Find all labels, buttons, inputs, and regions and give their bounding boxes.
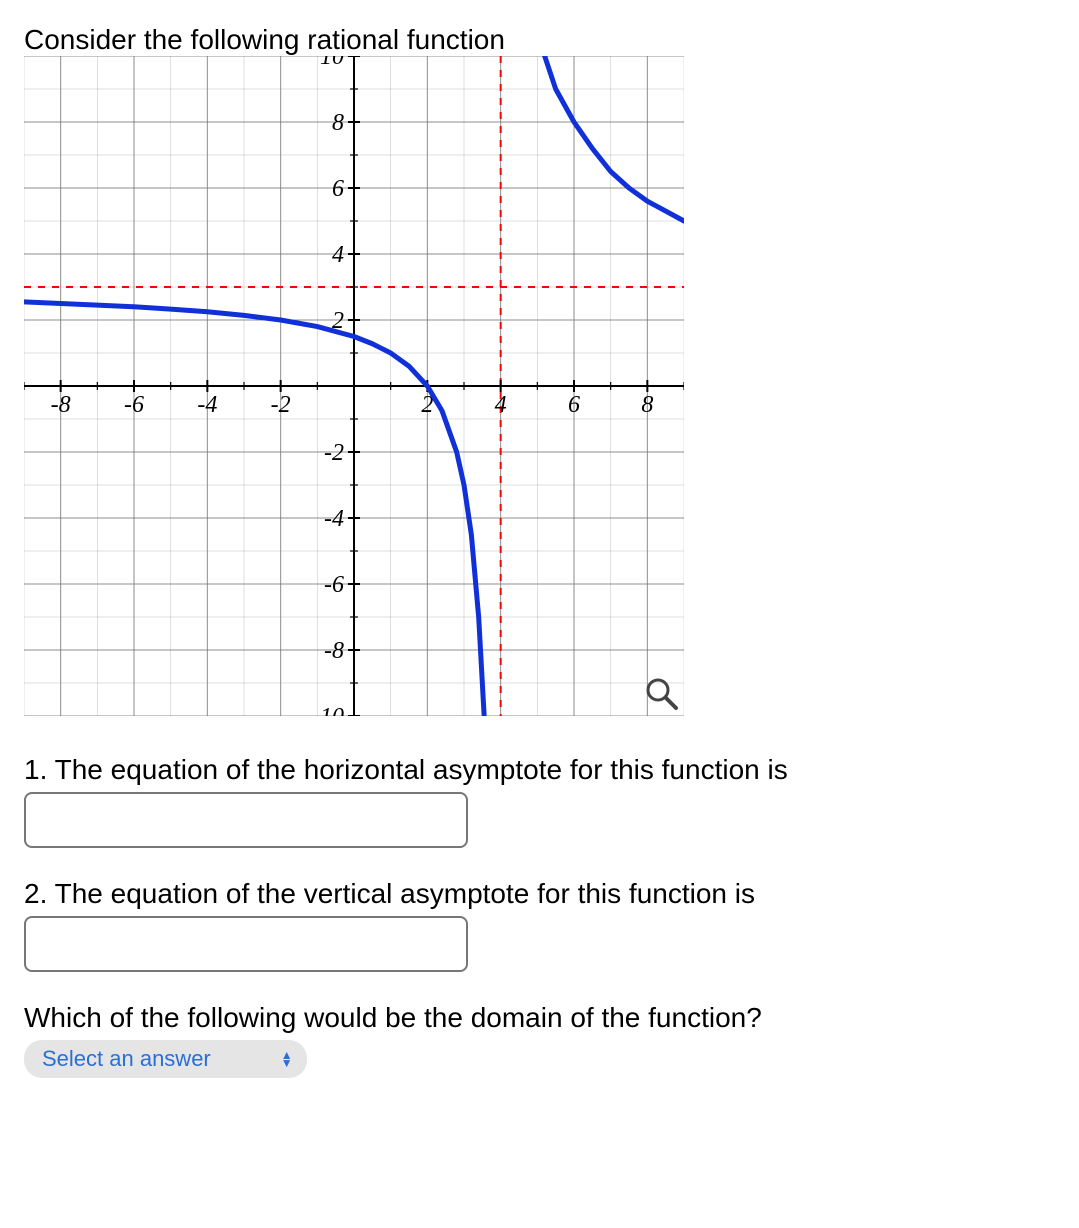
svg-text:6: 6 bbox=[568, 392, 580, 418]
svg-text:-4: -4 bbox=[197, 392, 217, 418]
svg-text:4: 4 bbox=[495, 392, 507, 418]
svg-text:-2: -2 bbox=[324, 440, 344, 466]
svg-text:-4: -4 bbox=[324, 506, 344, 532]
select-placeholder: Select an answer bbox=[42, 1046, 211, 1072]
domain-select[interactable]: Select an answer ▲▼ bbox=[24, 1040, 307, 1078]
function-graph: -8-6-4-22468-10-8-6-4-2246810 bbox=[24, 56, 684, 716]
page-title: Consider the following rational function bbox=[24, 24, 1055, 56]
svg-text:-2: -2 bbox=[271, 392, 291, 418]
svg-text:-6: -6 bbox=[324, 572, 344, 598]
q1-input[interactable] bbox=[24, 792, 468, 848]
svg-text:-10: -10 bbox=[312, 704, 344, 716]
q1-label: 1. The equation of the horizontal asympt… bbox=[24, 754, 1055, 786]
q2-label: 2. The equation of the vertical asymptot… bbox=[24, 878, 1055, 910]
q2-input[interactable] bbox=[24, 916, 468, 972]
svg-text:4: 4 bbox=[332, 242, 344, 268]
svg-text:6: 6 bbox=[332, 176, 344, 202]
svg-text:8: 8 bbox=[641, 392, 653, 418]
q3-label: Which of the following would be the doma… bbox=[24, 1002, 1055, 1034]
svg-text:-8: -8 bbox=[324, 638, 344, 664]
svg-text:-8: -8 bbox=[51, 392, 71, 418]
svg-text:-6: -6 bbox=[124, 392, 144, 418]
svg-text:8: 8 bbox=[332, 110, 344, 136]
chevron-updown-icon: ▲▼ bbox=[281, 1051, 293, 1067]
svg-text:10: 10 bbox=[320, 56, 344, 70]
